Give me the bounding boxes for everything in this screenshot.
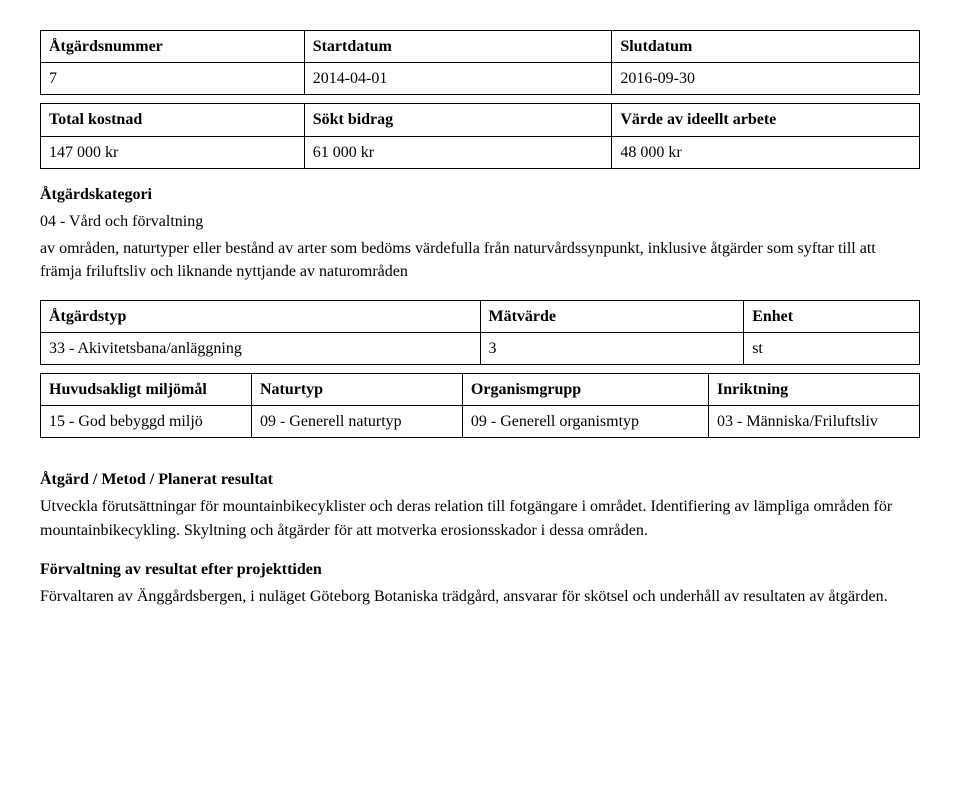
text-metod: Utveckla förutsättningar för mountainbik… xyxy=(40,495,920,541)
th-organismgrupp: Organismgrupp xyxy=(462,373,708,405)
td-atgardstyp: 33 - Akivitetsbana/anläggning xyxy=(41,332,481,364)
td-naturtyp: 09 - Generell naturtyp xyxy=(251,406,462,438)
table-cost: Total kostnad Sökt bidrag Värde av ideel… xyxy=(40,103,920,168)
th-slutdatum: Slutdatum xyxy=(612,31,920,63)
td-sokt-bidrag: 61 000 kr xyxy=(304,136,612,168)
td-inriktning: 03 - Människa/Friluftsliv xyxy=(709,406,920,438)
table-type: Åtgärdstyp Mätvärde Enhet 33 - Akivitets… xyxy=(40,300,920,365)
td-varde-ideellt: 48 000 kr xyxy=(612,136,920,168)
text-atgardskategori: 04 - Vård och förvaltning xyxy=(40,210,920,233)
th-matvarde: Mätvärde xyxy=(480,300,744,332)
th-total-kostnad: Total kostnad xyxy=(41,104,305,136)
label-atgardskategori: Åtgärdskategori xyxy=(40,183,920,206)
th-startdatum: Startdatum xyxy=(304,31,612,63)
td-miljomal: 15 - God bebyggd miljö xyxy=(41,406,252,438)
td-slutdatum: 2016-09-30 xyxy=(612,63,920,95)
table-dates: Åtgärdsnummer Startdatum Slutdatum 7 201… xyxy=(40,30,920,95)
th-inriktning: Inriktning xyxy=(709,373,920,405)
td-matvarde: 3 xyxy=(480,332,744,364)
td-enhet: st xyxy=(744,332,920,364)
th-enhet: Enhet xyxy=(744,300,920,332)
table-goal: Huvudsakligt miljömål Naturtyp Organismg… xyxy=(40,373,920,438)
th-atgardstyp: Åtgärdstyp xyxy=(41,300,481,332)
td-startdatum: 2014-04-01 xyxy=(304,63,612,95)
desc-atgardskategori: av områden, naturtyper eller bestånd av … xyxy=(40,237,920,283)
th-atgardsnummer: Åtgärdsnummer xyxy=(41,31,305,63)
th-sokt-bidrag: Sökt bidrag xyxy=(304,104,612,136)
label-forvaltning: Förvaltning av resultat efter projekttid… xyxy=(40,558,920,581)
th-naturtyp: Naturtyp xyxy=(251,373,462,405)
td-total-kostnad: 147 000 kr xyxy=(41,136,305,168)
text-forvaltning: Förvaltaren av Änggårdsbergen, i nuläget… xyxy=(40,585,920,608)
td-organismgrupp: 09 - Generell organismtyp xyxy=(462,406,708,438)
th-varde-ideellt: Värde av ideellt arbete xyxy=(612,104,920,136)
th-miljomal: Huvudsakligt miljömål xyxy=(41,373,252,405)
td-atgardsnummer: 7 xyxy=(41,63,305,95)
label-metod: Åtgärd / Metod / Planerat resultat xyxy=(40,468,920,491)
